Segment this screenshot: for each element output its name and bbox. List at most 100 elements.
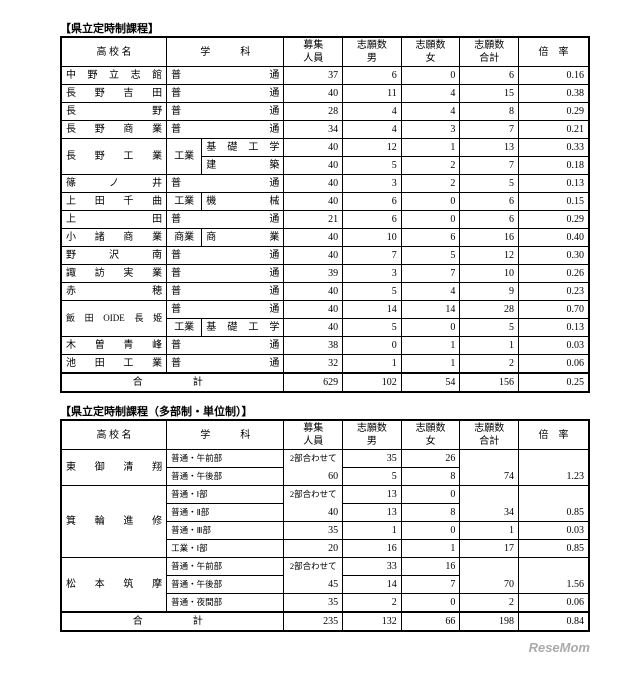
val: 14 <box>343 301 402 319</box>
val: 0.70 <box>519 301 589 319</box>
val: 5 <box>460 175 519 193</box>
school-cell: 野 沢 南 <box>61 247 167 265</box>
val: 3 <box>343 175 402 193</box>
school-cell: 長 野 <box>61 103 167 121</box>
val <box>519 558 589 576</box>
school-cell: 上 田 <box>61 211 167 229</box>
val: 0.26 <box>519 265 589 283</box>
val: 132 <box>343 612 402 631</box>
val: 2部合わせて <box>284 486 343 504</box>
val: 0 <box>343 337 402 355</box>
val: 1 <box>401 540 460 558</box>
val: 0.85 <box>519 540 589 558</box>
th-total: 志願数合計 <box>460 37 519 67</box>
val: 28 <box>460 301 519 319</box>
school-cell: 長野商業 <box>61 121 167 139</box>
val: 0.06 <box>519 355 589 374</box>
school-cell: 長野工業 <box>61 139 167 175</box>
val: 38 <box>284 337 343 355</box>
dept-cell: 普通・夜間部 <box>167 594 284 613</box>
dept-cell: 商 業 <box>202 229 284 247</box>
val: 8 <box>401 468 460 486</box>
val: 6 <box>343 211 402 229</box>
th-female: 志願数女 <box>401 37 460 67</box>
th-total: 志願数合計 <box>460 420 519 450</box>
val: 3 <box>343 265 402 283</box>
val: 9 <box>460 283 519 301</box>
val: 35 <box>284 522 343 540</box>
dept-cell: 普 通 <box>167 337 284 355</box>
val: 2部合わせて <box>284 558 343 576</box>
th-male: 志願数男 <box>343 37 402 67</box>
dept-cell: 建 築 <box>202 157 284 175</box>
th-dept: 学 科 <box>167 37 284 67</box>
val: 0.16 <box>519 67 589 85</box>
val: 40 <box>284 247 343 265</box>
val: 16 <box>343 540 402 558</box>
dept-cell: 普 通 <box>167 121 284 139</box>
val: 0.85 <box>519 504 589 522</box>
school-cell: 赤 穂 <box>61 283 167 301</box>
dept-cell: 普通・午前部 <box>167 450 284 468</box>
val: 12 <box>460 247 519 265</box>
val: 629 <box>284 373 343 392</box>
val: 8 <box>460 103 519 121</box>
val: 2 <box>460 594 519 613</box>
school-cell: 松本筑摩 <box>61 558 167 613</box>
val: 0 <box>401 522 460 540</box>
val: 0 <box>401 211 460 229</box>
val: 14 <box>343 576 402 594</box>
school-cell: 諏訪実業 <box>61 265 167 283</box>
val: 34 <box>284 121 343 139</box>
val: 13 <box>343 486 402 504</box>
val: 4 <box>401 283 460 301</box>
school-cell: 池田工業 <box>61 355 167 374</box>
dept-cell: 普通・Ⅲ部 <box>167 522 284 540</box>
total-label: 合 計 <box>61 373 284 392</box>
val: 0.23 <box>519 283 589 301</box>
school-cell: 上田千曲 <box>61 193 167 211</box>
th-school: 高 校 名 <box>61 420 167 450</box>
val: 10 <box>343 229 402 247</box>
val: 5 <box>343 468 402 486</box>
val: 28 <box>284 103 343 121</box>
dept-cell: 普 通 <box>167 301 284 319</box>
dept-cell: 普 通 <box>167 265 284 283</box>
val: 37 <box>284 67 343 85</box>
val: 0.40 <box>519 229 589 247</box>
val: 2 <box>401 157 460 175</box>
val: 40 <box>284 157 343 175</box>
val <box>519 486 589 504</box>
val: 10 <box>460 265 519 283</box>
th-ratio: 倍 率 <box>519 37 589 67</box>
school-cell: 飯田OIDE長姫 <box>61 301 167 337</box>
val: 32 <box>284 355 343 374</box>
val: 0.18 <box>519 157 589 175</box>
val: 7 <box>460 121 519 139</box>
val: 1 <box>460 337 519 355</box>
val: 4 <box>343 121 402 139</box>
val: 45 <box>284 576 343 594</box>
val: 70 <box>460 576 519 594</box>
dept-cell: 普 通 <box>167 355 284 374</box>
val: 6 <box>343 67 402 85</box>
dept-cell: 機 械 <box>202 193 284 211</box>
val: 5 <box>343 319 402 337</box>
val: 1 <box>343 355 402 374</box>
val: 16 <box>460 229 519 247</box>
val: 13 <box>343 504 402 522</box>
val: 7 <box>460 157 519 175</box>
val: 6 <box>343 193 402 211</box>
table1-title: 【県立定時制課程】 <box>60 20 590 36</box>
val: 5 <box>343 283 402 301</box>
th-dept: 学 科 <box>167 420 284 450</box>
val: 21 <box>284 211 343 229</box>
val: 1 <box>401 355 460 374</box>
val: 5 <box>401 247 460 265</box>
dept-cell: 普通・午後部 <box>167 468 284 486</box>
th-school: 高 校 名 <box>61 37 167 67</box>
table2: 高 校 名 学 科 募集人員 志願数男 志願数女 志願数合計 倍 率 東御清翔普… <box>60 419 590 632</box>
val: 40 <box>284 283 343 301</box>
val: 35 <box>343 450 402 468</box>
val: 40 <box>284 85 343 103</box>
